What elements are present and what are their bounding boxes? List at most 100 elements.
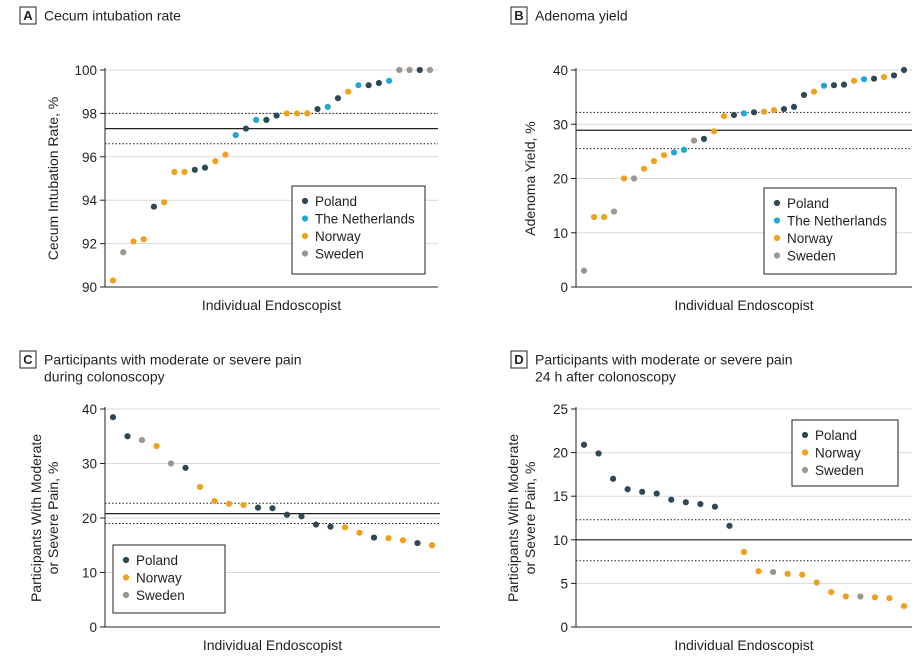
panel-title: during colonoscopy xyxy=(44,369,165,385)
data-point xyxy=(595,450,602,457)
data-point xyxy=(630,175,638,182)
y-tick-label: 94 xyxy=(82,193,98,208)
legend-entry: Sweden xyxy=(315,247,364,262)
data-point xyxy=(314,105,321,113)
data-point xyxy=(700,135,708,142)
data-point xyxy=(640,165,648,172)
data-point xyxy=(730,111,738,119)
y-tick-label: 90 xyxy=(82,280,97,295)
data-point xyxy=(298,513,305,520)
data-point xyxy=(820,82,828,89)
y-tick-label: 10 xyxy=(553,226,568,241)
data-point xyxy=(780,105,788,113)
y-tick-label: 20 xyxy=(553,172,568,187)
legend-marker xyxy=(122,574,130,581)
data-point xyxy=(150,203,158,210)
data-point xyxy=(140,236,147,243)
legend-marker xyxy=(301,197,309,205)
legend-box xyxy=(291,185,426,275)
data-point xyxy=(355,82,362,89)
data-point xyxy=(760,108,768,115)
data-point xyxy=(870,75,878,82)
data-point xyxy=(639,488,646,495)
data-point xyxy=(283,110,290,117)
panel-letter: B xyxy=(514,8,523,23)
data-point xyxy=(222,151,229,158)
y-tick-label: 98 xyxy=(82,106,97,121)
y-tick-label: 96 xyxy=(82,150,97,165)
data-point xyxy=(880,73,888,81)
data-point xyxy=(396,66,403,74)
data-point xyxy=(799,571,806,578)
data-point xyxy=(740,110,748,117)
data-point xyxy=(800,91,808,99)
data-point xyxy=(345,88,352,95)
data-point xyxy=(130,238,137,245)
legend-entry: Poland xyxy=(315,194,357,209)
y-axis-label: Participants With Moderate xyxy=(28,434,44,602)
data-point xyxy=(726,522,733,529)
data-point xyxy=(370,534,378,541)
panel-title: Adenoma yield xyxy=(535,8,628,24)
y-tick-label: 5 xyxy=(560,576,568,591)
x-axis-label: Individual Endoscopist xyxy=(202,297,341,313)
data-point xyxy=(740,548,748,556)
legend-entry: Poland xyxy=(815,428,857,443)
legend-entry: The Netherlands xyxy=(315,212,415,227)
legend-entry: Norway xyxy=(136,571,182,586)
y-tick-label: 10 xyxy=(82,566,97,581)
data-point xyxy=(254,504,262,511)
data-point xyxy=(312,521,320,528)
y-tick-label: 100 xyxy=(74,63,97,78)
data-point xyxy=(900,602,908,610)
data-point xyxy=(167,460,175,467)
data-point xyxy=(590,213,598,221)
panel-d: D Participants with moderate or severe pa… xyxy=(505,350,912,653)
y-axis-label: Participants With Moderate xyxy=(505,434,521,602)
data-point xyxy=(196,483,204,491)
data-point xyxy=(857,593,864,600)
x-axis-label: Individual Endoscopist xyxy=(674,297,813,313)
data-point xyxy=(840,81,848,88)
data-point xyxy=(580,267,588,274)
legend-entry: Sweden xyxy=(787,249,836,264)
legend-entry: Norway xyxy=(315,229,361,244)
data-point xyxy=(283,511,291,518)
legend-marker xyxy=(301,232,309,240)
data-point xyxy=(153,442,160,450)
data-point xyxy=(375,79,382,87)
y-tick-label: 30 xyxy=(553,117,568,132)
data-point xyxy=(109,277,117,284)
data-point xyxy=(711,503,719,510)
legend-marker xyxy=(773,217,781,224)
legend-entry: Sweden xyxy=(136,588,185,603)
data-point xyxy=(660,152,668,159)
x-axis-label: Individual Endoscopist xyxy=(203,637,342,653)
legend-entry: Poland xyxy=(136,553,178,568)
data-point xyxy=(109,414,117,421)
legend-entry: The Netherlands xyxy=(787,214,887,229)
panel-a: A Cecum intubation rate 90 92 94 96 98 100 Cecum… xyxy=(19,6,438,313)
data-point xyxy=(138,436,146,444)
legend-box xyxy=(112,544,226,614)
y-tick-label: 40 xyxy=(82,402,97,417)
data-point xyxy=(580,441,588,448)
panel-letter-box xyxy=(19,6,37,25)
data-point xyxy=(842,593,849,600)
data-point xyxy=(385,77,393,84)
data-point xyxy=(385,535,392,542)
data-point xyxy=(269,505,276,512)
data-point xyxy=(327,523,334,530)
data-point xyxy=(225,500,233,507)
legend-entry: Norway xyxy=(815,446,861,461)
data-point xyxy=(900,66,908,74)
data-point xyxy=(124,433,131,440)
data-point xyxy=(181,168,188,176)
data-point xyxy=(890,72,898,79)
data-point xyxy=(232,132,239,139)
data-point xyxy=(860,76,868,83)
y-tick-label: 0 xyxy=(560,620,568,635)
y-tick-label: 15 xyxy=(553,489,568,504)
panel-letter-box xyxy=(510,6,528,25)
